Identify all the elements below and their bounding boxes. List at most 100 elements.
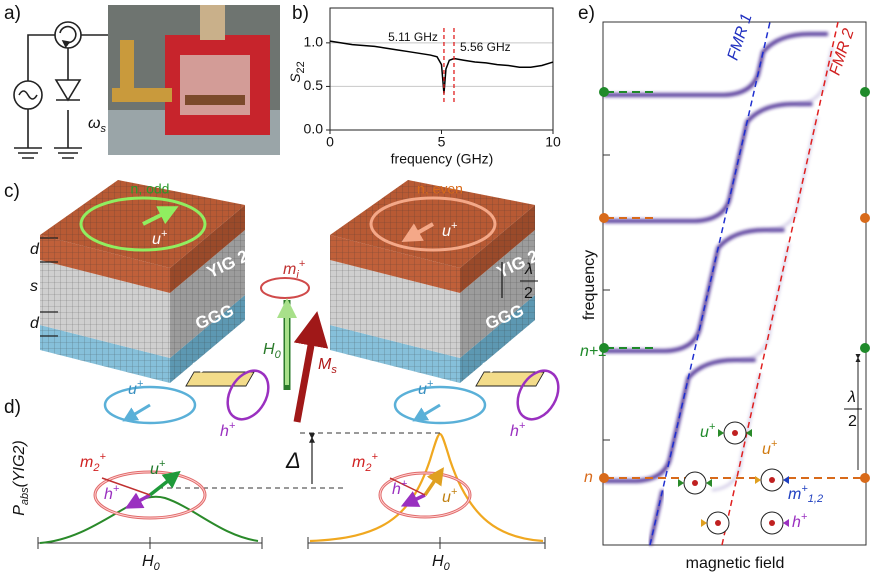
- circuit: [13, 21, 110, 159]
- y-tick-label: 0.5: [304, 77, 324, 93]
- absorption-curve: [309, 432, 544, 543]
- precession-rings: [93, 470, 472, 520]
- y-axis-label: frequency: [581, 250, 598, 320]
- panel-label: c): [4, 181, 20, 202]
- layer-face: [460, 205, 535, 293]
- thickness-label: d: [30, 315, 40, 332]
- u-sup: +: [161, 228, 168, 240]
- h-sup: +: [229, 420, 236, 432]
- mode-dot: [860, 213, 870, 223]
- absorption-map: [599, 21, 870, 546]
- m-label: m+1,2: [788, 483, 823, 505]
- u-vector: [401, 222, 434, 242]
- x-axis-label: H0: [432, 553, 451, 573]
- mode-label: n, even: [417, 181, 463, 197]
- h0-label: H0: [263, 341, 282, 361]
- mode-index: n: [584, 469, 593, 486]
- panel-label: b): [292, 3, 309, 24]
- layer-face: [330, 325, 460, 383]
- layer-face: [330, 235, 460, 293]
- u-label: u+: [418, 378, 434, 398]
- reference-lines: [158, 432, 440, 489]
- layer-face: [330, 260, 460, 358]
- layer-face: [460, 295, 535, 383]
- u-label: u+: [150, 458, 166, 478]
- layer-face: [40, 235, 170, 293]
- h-label: h+: [220, 420, 236, 440]
- u-symbol: u: [152, 231, 161, 248]
- u-label: u+: [700, 421, 716, 441]
- lambda-denominator: 2: [848, 413, 857, 430]
- line: [329, 40, 554, 94]
- u-vector: [142, 206, 179, 226]
- delta-label: Δ: [285, 448, 301, 473]
- precession-ring: [260, 277, 310, 299]
- h-ring: [516, 369, 560, 421]
- vectors-d: [101, 467, 444, 509]
- antenna: [475, 371, 545, 387]
- absorption-branch: [711, 372, 762, 492]
- m-label: m2+: [352, 451, 378, 474]
- map-frame: [602, 21, 867, 546]
- marker-label: 5.11 GHz: [388, 30, 438, 44]
- u-sup: +: [137, 378, 144, 390]
- panel-label: a): [4, 3, 21, 24]
- u-label: u+: [128, 378, 144, 398]
- marker-label: 5.56 GHz: [460, 40, 511, 54]
- thickness-label: d: [30, 241, 40, 258]
- thickness-label: s: [30, 278, 38, 295]
- top-face: [40, 180, 245, 268]
- mode-dot: [860, 473, 870, 483]
- mode-dot: [860, 343, 870, 353]
- x-tick-label: 5: [438, 134, 446, 150]
- layer-face: [170, 295, 245, 383]
- u-symbol: u: [418, 381, 427, 398]
- layer-face: [40, 260, 170, 358]
- x-axis-label: frequency (GHz): [391, 151, 494, 167]
- photo: [108, 5, 280, 155]
- layer-face: [170, 205, 245, 293]
- mode-dot: [599, 87, 609, 97]
- axes-d: [37, 537, 546, 549]
- u-label: u+: [442, 220, 458, 240]
- ms-arrow: [293, 311, 329, 423]
- icon-dots: [678, 429, 789, 527]
- h-label: h+: [510, 420, 526, 440]
- plot-frame: [329, 7, 554, 131]
- h-ring: [226, 369, 270, 421]
- u-ring: [103, 385, 197, 425]
- layer-face: [170, 230, 245, 358]
- h-label: h+: [104, 483, 120, 503]
- precession-ring: [369, 196, 497, 252]
- h-symbol: h: [220, 423, 229, 440]
- u-symbol: u: [442, 223, 451, 240]
- u-symbol: u: [128, 381, 137, 398]
- u-vector: [122, 403, 151, 422]
- source-label: ωs: [88, 115, 106, 135]
- layer-face: [460, 230, 535, 358]
- absorption-branch: [604, 358, 756, 483]
- y-tick-label: 0.0: [304, 121, 324, 137]
- lambda-denominator: 2: [524, 285, 533, 302]
- layer-face: [40, 325, 170, 383]
- h-symbol: h: [510, 423, 519, 440]
- mode-dot: [599, 213, 609, 223]
- absorption-branch: [648, 489, 665, 546]
- precession-ring: [79, 196, 207, 252]
- h-label: h+: [792, 511, 808, 531]
- lambda: λ: [524, 261, 533, 278]
- lambda: λ: [847, 389, 856, 406]
- absorption-curve: [39, 495, 259, 544]
- mode-index: n+1: [580, 343, 607, 360]
- u-ring: [393, 385, 487, 425]
- u-label: u+: [762, 438, 778, 458]
- panel-label: e): [578, 3, 595, 24]
- mode-label: n, odd: [131, 181, 170, 197]
- x-axis-label: H0: [142, 553, 161, 573]
- x-axis-label: magnetic field: [686, 555, 785, 572]
- u-label: u+: [442, 486, 458, 506]
- u-sup: +: [451, 220, 458, 232]
- h-sup: +: [519, 420, 526, 432]
